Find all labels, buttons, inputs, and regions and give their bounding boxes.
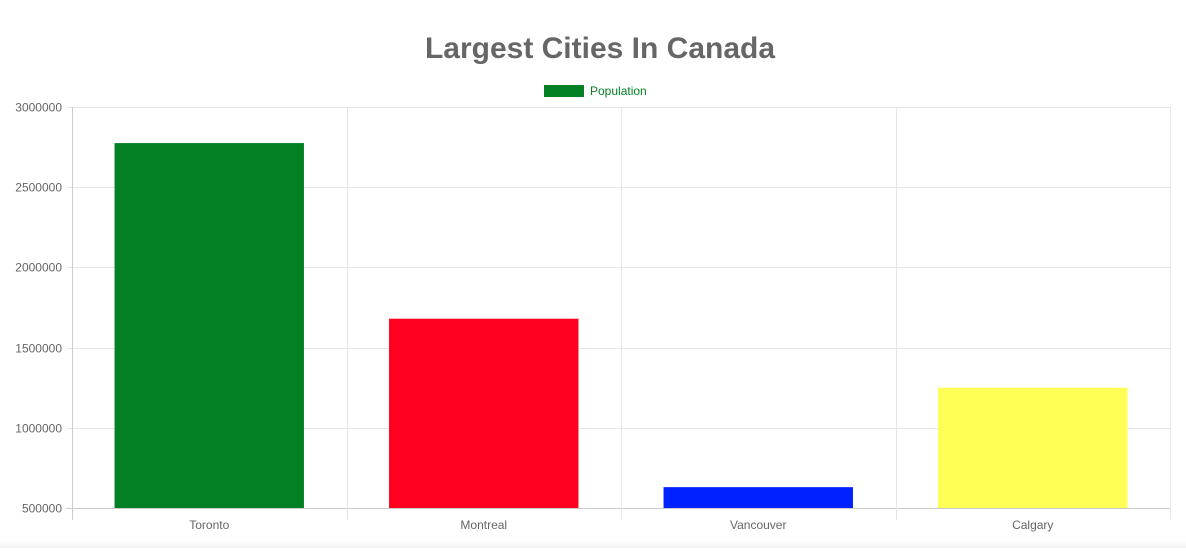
legend-swatch-population[interactable]: [544, 85, 584, 97]
y-tick-label: 500000: [22, 502, 62, 516]
x-axis-tick-labels: Toronto Montreal Vancouver Calgary: [189, 518, 1053, 532]
legend[interactable]: Population: [544, 84, 647, 98]
bar-toronto[interactable]: [114, 143, 304, 508]
x-tick-label: Toronto: [189, 518, 229, 532]
bar-vancouver[interactable]: [663, 487, 853, 508]
legend-label-population[interactable]: Population: [590, 84, 647, 98]
y-tick-label: 3000000: [15, 101, 62, 115]
bar-montreal[interactable]: [389, 318, 579, 508]
x-tick-label: Montreal: [460, 518, 507, 532]
bar-calgary[interactable]: [938, 387, 1128, 508]
y-axis-tick-labels: 3000000 2500000 2000000 1500000 1000000 50000…: [15, 101, 62, 516]
y-tick-label: 2000000: [15, 261, 62, 275]
y-tick-label: 1500000: [15, 342, 62, 356]
y-tick-label: 1000000: [15, 422, 62, 436]
chart-title: Largest Cities In Canada: [425, 32, 775, 65]
y-tick-label: 2500000: [15, 181, 62, 195]
x-tick-label: Calgary: [1012, 518, 1053, 532]
bars: [114, 143, 1128, 508]
x-tick-label: Vancouver: [730, 518, 786, 532]
